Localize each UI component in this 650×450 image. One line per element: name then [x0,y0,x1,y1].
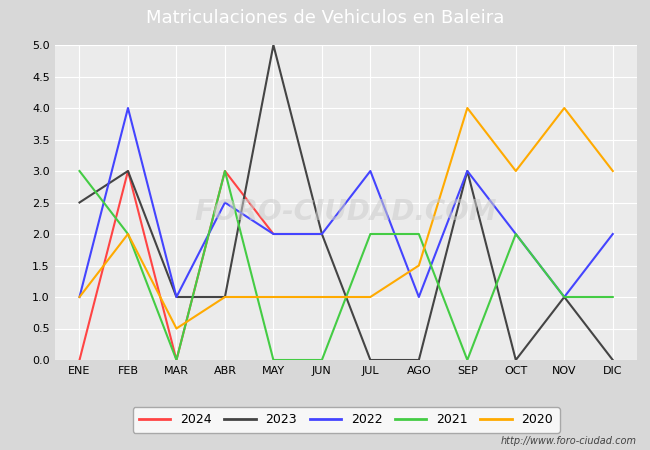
Text: FORO-CIUDAD.COM: FORO-CIUDAD.COM [195,198,497,226]
Text: http://www.foro-ciudad.com: http://www.foro-ciudad.com [501,436,637,446]
Text: Matriculaciones de Vehiculos en Baleira: Matriculaciones de Vehiculos en Baleira [146,9,504,27]
Legend: 2024, 2023, 2022, 2021, 2020: 2024, 2023, 2022, 2021, 2020 [133,407,560,433]
